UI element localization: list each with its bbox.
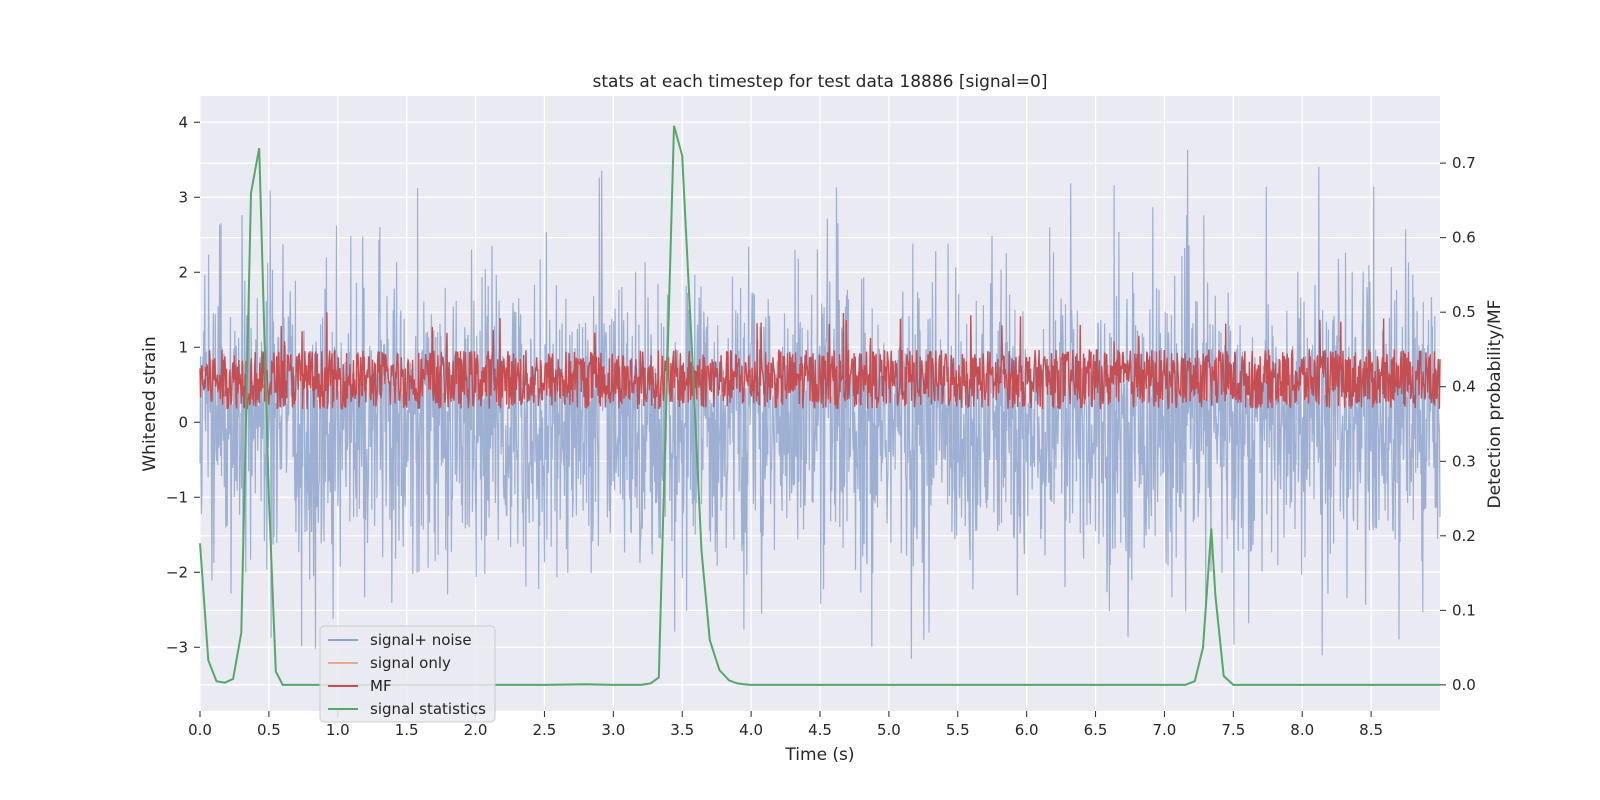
x-tick-label: 0.5 [257,721,281,739]
x-tick-label: 5.0 [877,721,901,739]
y2-tick-label: 0.3 [1452,452,1476,470]
y-tick-label: 4 [178,113,188,131]
y2-tick-label: 0.0 [1452,676,1476,694]
x-tick-label: 6.5 [1084,721,1108,739]
y-axis-label: Whitened strain [140,336,160,471]
y-tick-label: −2 [166,563,188,581]
x-tick-label: 3.0 [601,721,625,739]
x-tick-label: 3.5 [670,721,694,739]
x-tick-label: 2.0 [464,721,488,739]
legend-label-signal-noise: signal+ noise [370,631,472,649]
legend: signal+ noise signal only MF signal stat… [319,625,496,723]
line-signal-statistics [199,125,1440,686]
legend-label-mf: MF [370,677,392,695]
y2-tick-label: 0.4 [1452,378,1476,396]
y2-axis-label: Detection probability/MF [1485,300,1505,509]
series-mf [199,312,1441,411]
y2-tick-label: 0.7 [1452,154,1476,172]
y2-tick-label: 0.6 [1452,229,1476,247]
legend-item-mf: MF [328,677,392,695]
y2-tick-label: 0.1 [1452,601,1476,619]
x-axis-ticks: 0.0 0.5 1.0 1.5 2.0 2.5 3.0 3.5 4.0 4.5 5.0 5.5 6.0 6… [188,711,1383,739]
x-tick-label: 1.0 [326,721,350,739]
y-tick-label: 3 [178,188,188,206]
legend-label-signal-only: signal only [370,654,451,672]
x-tick-label: 8.0 [1290,721,1314,739]
x-tick-label: 1.5 [395,721,419,739]
y-tick-label: 1 [178,338,188,356]
x-tick-label: 8.5 [1359,721,1383,739]
x-tick-label: 6.0 [1015,721,1039,739]
legend-item-signal-noise: signal+ noise [328,631,472,649]
legend-label-signal-statistics: signal statistics [370,700,486,718]
x-tick-label: 5.5 [946,721,970,739]
legend-item-signal-only: signal only [328,654,451,672]
chart-title: stats at each timestep for test data 188… [593,72,1048,92]
line-mf [199,312,1441,411]
x-tick-label: 0.0 [188,721,212,739]
series-signal-statistics [199,125,1440,686]
x-tick-label: 7.5 [1221,721,1245,739]
x-tick-label: 4.5 [808,721,832,739]
legend-frame [319,625,496,723]
y2-tick-label: 0.5 [1452,303,1476,321]
x-tick-label: 2.5 [533,721,557,739]
y-tick-label: −1 [166,488,188,506]
y-axis-ticks: −3 −2 −1 0 1 2 3 4 [166,113,200,656]
legend-item-signal-statistics: signal statistics [328,700,486,718]
y-tick-label: 2 [178,263,188,281]
y2-axis-ticks: 0.0 0.1 0.2 0.3 0.4 0.5 0.6 0.7 [1440,154,1476,694]
y2-tick-label: 0.2 [1452,527,1476,545]
x-axis-label: Time (s) [784,745,854,765]
y-tick-label: 0 [178,413,188,431]
x-tick-label: 4.0 [739,721,763,739]
y-tick-label: −3 [166,638,188,656]
x-tick-label: 7.0 [1153,721,1177,739]
